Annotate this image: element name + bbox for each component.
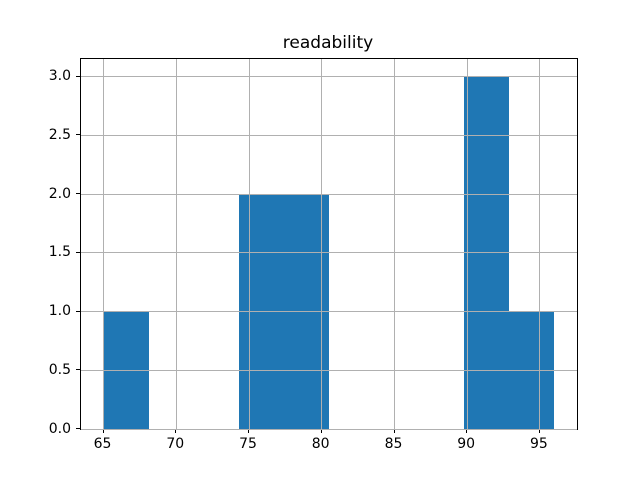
x-tick-mark <box>175 429 177 433</box>
x-tick-label: 65 <box>93 436 112 452</box>
x-gridline <box>321 59 323 429</box>
x-gridline <box>103 59 104 429</box>
x-tick-mark <box>466 429 468 433</box>
y-gridline <box>81 252 577 254</box>
y-tick-mark <box>76 193 80 195</box>
y-gridline <box>81 193 577 195</box>
y-gridline <box>81 369 577 371</box>
y-tick-mark <box>76 75 80 77</box>
y-tick-mark <box>76 251 80 253</box>
y-tick-mark <box>76 369 80 371</box>
x-tick-mark <box>393 429 395 433</box>
x-tick-label: 85 <box>384 436 403 452</box>
y-gridline <box>81 134 577 136</box>
x-tick-mark <box>320 429 322 433</box>
chart-title: readability <box>282 33 374 53</box>
y-tick-label: 2.5 <box>48 126 71 143</box>
y-gridline <box>81 76 577 78</box>
x-gridline <box>175 59 177 429</box>
y-tick-label: 2.0 <box>48 185 71 202</box>
x-tick-label: 95 <box>529 436 548 452</box>
x-tick-mark <box>538 429 540 433</box>
y-tick-label: 1.0 <box>48 303 71 319</box>
y-gridline <box>81 428 577 430</box>
y-gridline <box>81 311 577 312</box>
x-gridline <box>394 59 395 429</box>
y-tick-mark <box>76 310 80 312</box>
x-gridline <box>539 59 541 429</box>
x-gridline <box>248 59 250 429</box>
x-tick-label: 90 <box>457 436 476 452</box>
y-tick-label: 0.5 <box>48 361 71 378</box>
x-tick-label: 75 <box>239 436 257 452</box>
x-gridline <box>466 59 468 429</box>
x-tick-mark <box>102 429 104 433</box>
x-tick-label: 80 <box>311 436 330 452</box>
y-tick-label: 0.0 <box>48 420 71 437</box>
y-tick-label: 1.5 <box>48 244 71 261</box>
y-tick-mark <box>76 134 80 136</box>
x-tick-label: 70 <box>166 436 185 452</box>
y-tick-label: 3.0 <box>48 68 71 85</box>
plot-area <box>80 58 578 430</box>
x-tick-mark <box>248 429 249 433</box>
y-tick-mark <box>76 428 80 429</box>
